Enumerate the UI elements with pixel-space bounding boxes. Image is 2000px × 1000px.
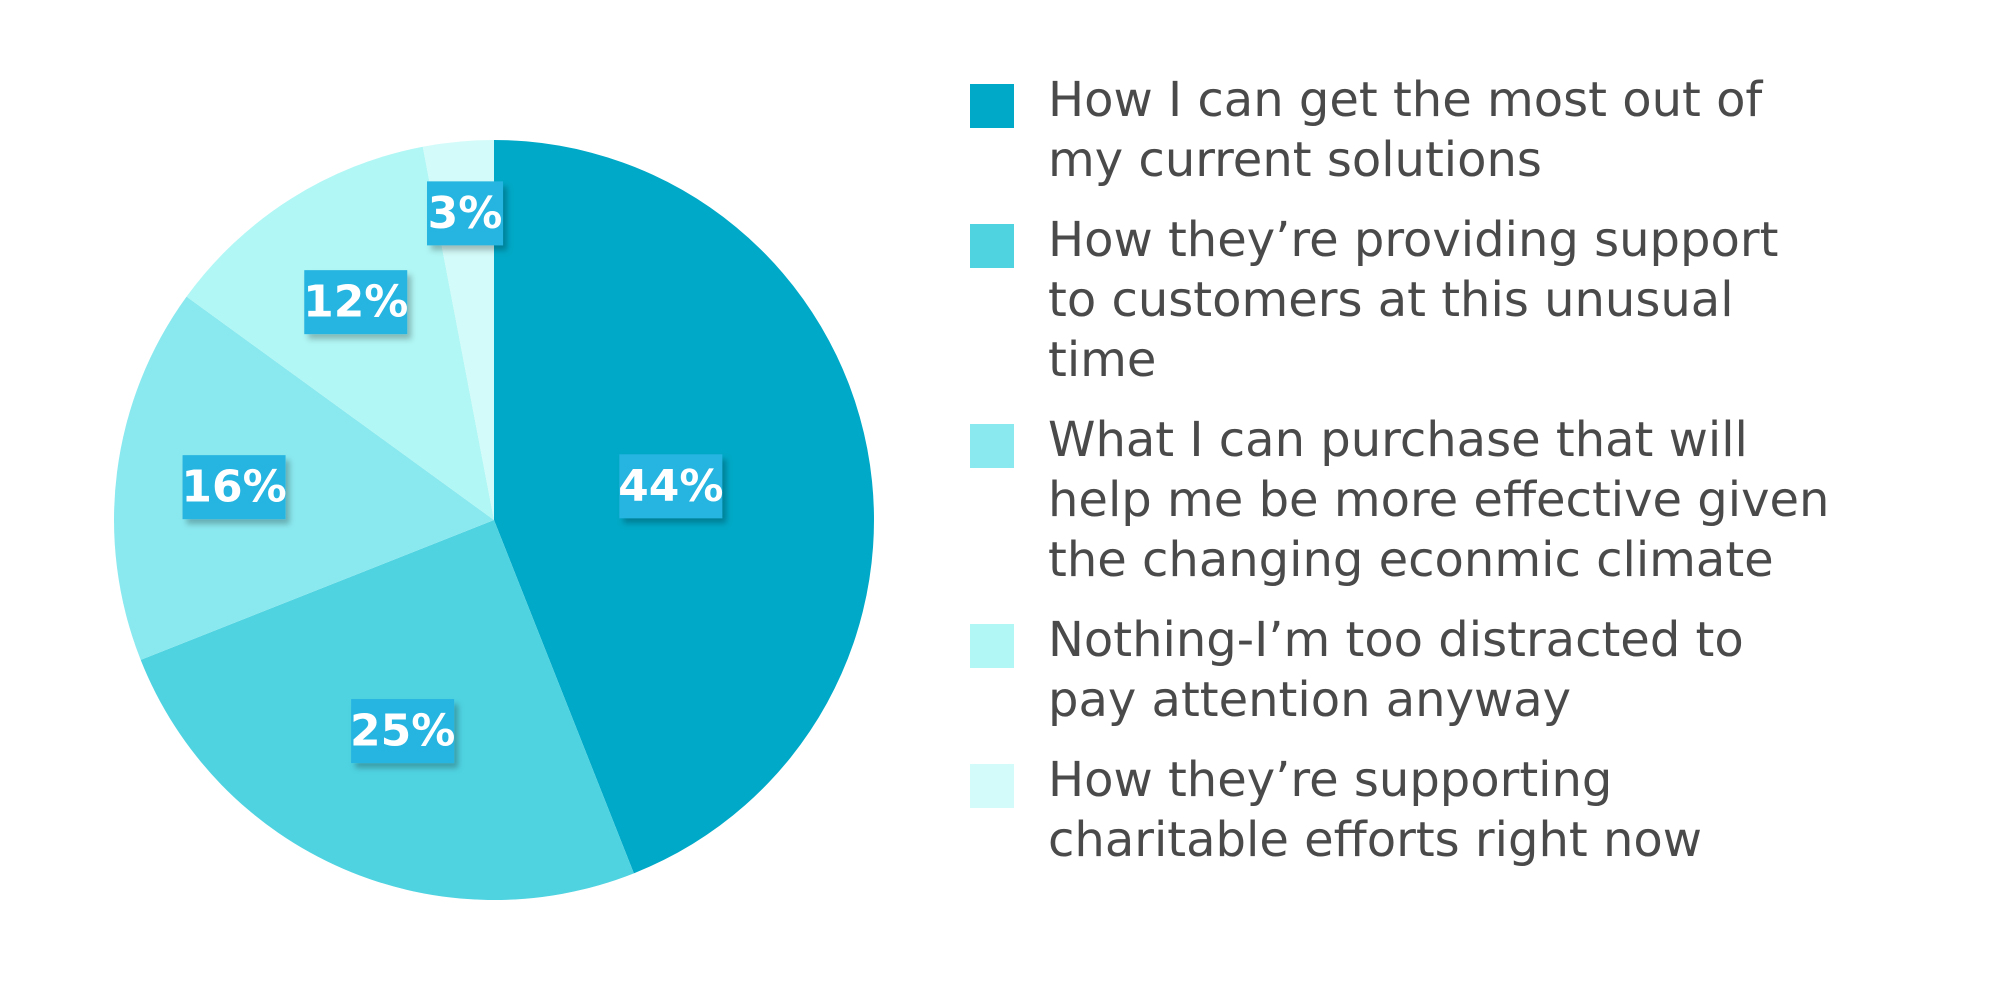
legend-swatch-4: [970, 624, 1014, 668]
legend: How I can get the most out of my current…: [970, 70, 1850, 890]
pie-slice-labels: 44% 25% 16% 12% 3%: [181, 181, 723, 764]
legend-label-3: What I can purchase that will help me be…: [1048, 412, 1830, 588]
legend-label-2: How they’re providing support to custome…: [1048, 212, 1779, 388]
legend-item-5: How they’re supporting charitable effort…: [970, 750, 1850, 870]
legend-item-3: What I can purchase that will help me be…: [970, 410, 1850, 590]
pie-slices: [114, 140, 875, 900]
slice-label-2: 25%: [350, 699, 455, 764]
legend-item-1: How I can get the most out of my current…: [970, 70, 1850, 190]
legend-swatch-1: [970, 84, 1014, 128]
slice-label-text-3: 16%: [181, 462, 286, 513]
slice-label-4: 12%: [303, 270, 408, 335]
legend-item-4: Nothing-I’m too distracted to pay attent…: [970, 610, 1850, 730]
legend-swatch-3: [970, 424, 1014, 468]
legend-label-5: How they’re supporting charitable effort…: [1048, 752, 1702, 868]
slice-label-box-5: [427, 181, 504, 246]
slice-label-text-5: 3%: [428, 188, 503, 239]
slice-label-3: 16%: [181, 455, 287, 520]
slice-label-5: 3%: [427, 181, 504, 246]
legend-label-4: Nothing-I’m too distracted to pay attent…: [1048, 612, 1744, 728]
slice-label-box-1: [619, 454, 723, 519]
slice-label-text-4: 12%: [303, 277, 408, 328]
slice-label-box-2: [351, 699, 455, 764]
slice-label-box-4: [304, 270, 408, 335]
slice-label-text-2: 25%: [350, 706, 455, 757]
legend-item-2: How they’re providing support to custome…: [970, 210, 1850, 390]
slice-label-1: 44%: [618, 454, 723, 519]
legend-swatch-5: [970, 764, 1014, 808]
pie-slice-3: [114, 296, 494, 660]
pie-svg: 44% 25% 16% 12% 3%: [114, 140, 875, 900]
slice-label-box-3: [182, 455, 286, 520]
slice-label-text-1: 44%: [618, 461, 723, 512]
legend-swatch-2: [970, 224, 1014, 268]
legend-label-1: How I can get the most out of my current…: [1048, 72, 1763, 188]
